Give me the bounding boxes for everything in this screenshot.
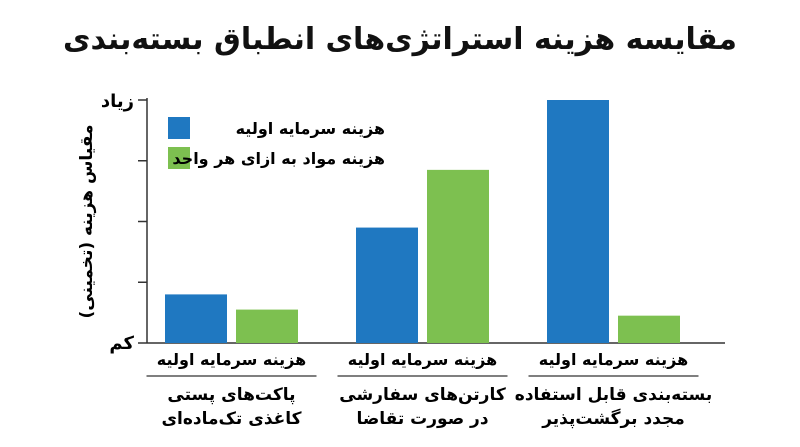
y-tick-label-low: کم	[109, 333, 134, 354]
y-tick-label-high: زیاد	[101, 91, 134, 112]
category-name-line1: کارتن‌های سفارشی	[339, 385, 506, 405]
legend-swatch	[168, 147, 190, 169]
chart-title: مقایسه هزینه استراتژی‌های انطباق بسته‌بن…	[63, 22, 737, 57]
bar-material-per-unit	[618, 315, 680, 343]
category-name-line2: کاغذی تک‌ماده‌ای	[161, 409, 301, 429]
category-name-line1: بسته‌بندی قابل استفاده	[515, 385, 712, 405]
bar-initial-capital	[547, 100, 609, 343]
bar-initial-capital	[356, 227, 418, 343]
bar-material-per-unit	[236, 309, 298, 343]
bar-initial-capital	[165, 294, 227, 343]
category-name-line1: پاکت‌های پستی	[167, 385, 295, 405]
legend-swatch	[168, 117, 190, 139]
bars	[165, 100, 680, 343]
category-sublabel: هزینه سرمایه اولیه	[539, 350, 688, 369]
category-name-line2: در صورت تقاضا	[356, 409, 488, 429]
legend: هزینه سرمایه اولیه هزینه مواد به ازای هر …	[168, 117, 385, 169]
category-name-line2: مجدد برگشت‌پذیر	[541, 408, 685, 429]
category-sublabel: هزینه سرمایه اولیه	[348, 350, 497, 369]
legend-label: هزینه مواد به ازای هر واحد	[172, 149, 385, 168]
legend-label: هزینه سرمایه اولیه	[236, 119, 385, 138]
y-axis-label: مقیاس هزینه (تخمینی)	[77, 124, 97, 318]
category-sublabel: هزینه سرمایه اولیه	[157, 350, 306, 369]
bar-material-per-unit	[427, 169, 489, 343]
category-labels: هزینه سرمایه اولیه پاکت‌های پستی کاغذی تک‌…	[146, 350, 712, 429]
